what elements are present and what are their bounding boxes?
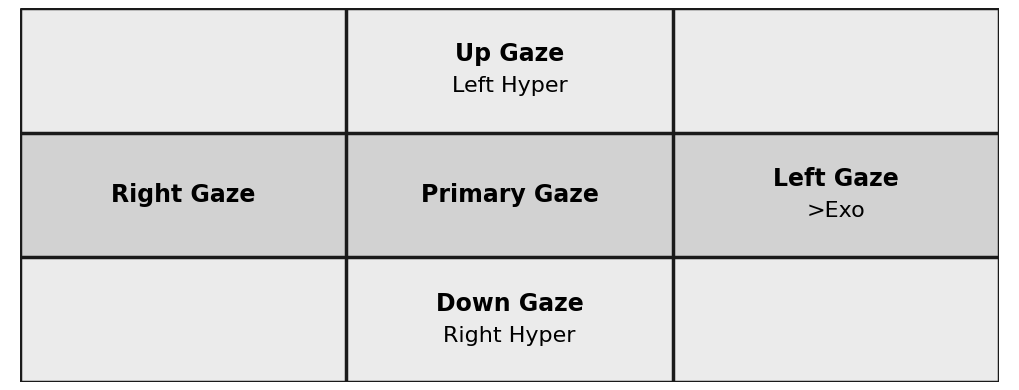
- Text: Up Gaze: Up Gaze: [454, 42, 565, 66]
- Text: Down Gaze: Down Gaze: [436, 292, 583, 316]
- Text: Left Gaze: Left Gaze: [772, 167, 899, 191]
- Bar: [673, 133, 999, 257]
- Bar: [20, 257, 346, 382]
- Bar: [346, 8, 673, 133]
- Bar: [346, 257, 673, 382]
- Text: Primary Gaze: Primary Gaze: [421, 183, 598, 207]
- Bar: [20, 8, 346, 133]
- Text: Right Hyper: Right Hyper: [443, 326, 576, 346]
- Bar: [673, 8, 999, 133]
- Text: Left Hyper: Left Hyper: [451, 76, 568, 96]
- Bar: [346, 133, 673, 257]
- Bar: [20, 133, 346, 257]
- Bar: [673, 257, 999, 382]
- Text: >Exo: >Exo: [806, 201, 865, 221]
- Text: Right Gaze: Right Gaze: [111, 183, 256, 207]
